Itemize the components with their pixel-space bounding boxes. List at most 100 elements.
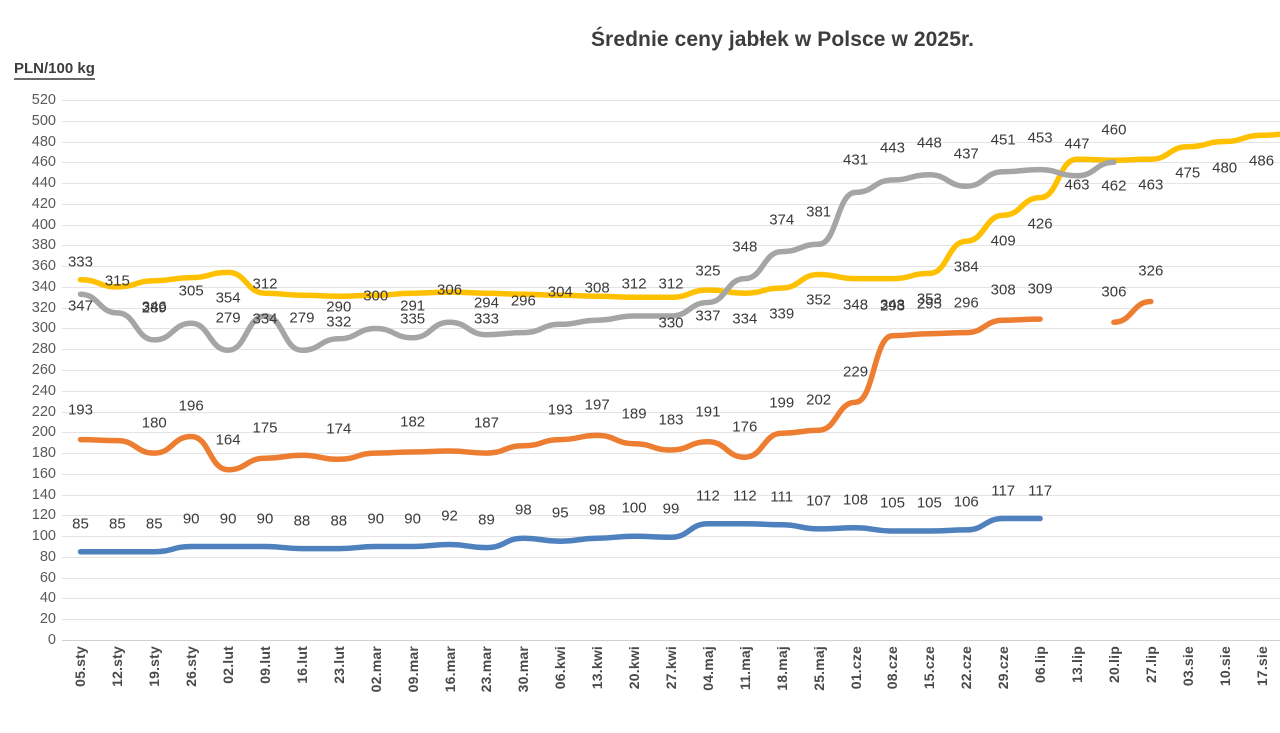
data-label: 294: [473, 294, 499, 312]
gridline: [62, 141, 1280, 143]
data-label: 333: [67, 253, 93, 271]
data-label: 463: [1064, 176, 1090, 194]
data-label: 348: [879, 296, 905, 314]
gridline: [62, 328, 1280, 330]
data-label: 187: [473, 414, 499, 432]
data-label: 462: [1101, 177, 1127, 195]
data-label: 447: [1064, 135, 1090, 153]
x-axis-tick-label: 30.mar: [515, 646, 532, 693]
data-label: 191: [695, 403, 721, 421]
data-label: 112: [732, 487, 757, 505]
data-label: 384: [953, 258, 979, 276]
gridline: [62, 224, 1280, 226]
data-label: 480: [1212, 159, 1238, 177]
y-axis-tick-label: 0: [47, 632, 56, 648]
y-axis-tick-label: 480: [31, 133, 56, 150]
data-label: 305: [178, 282, 204, 300]
data-label: 339: [769, 305, 795, 323]
data-label: 88: [330, 512, 348, 530]
data-label: 451: [990, 131, 1016, 149]
plot-area: 520 500 480 460 440 420 400 380 360 340 320 300 280 2…: [32, 93, 1280, 692]
data-label: 290: [326, 298, 352, 316]
gridline: [62, 266, 1280, 268]
gridline: [62, 515, 1280, 517]
data-label: 90: [182, 510, 200, 528]
data-label: 352: [806, 291, 832, 309]
data-label: 98: [515, 501, 532, 519]
gridline: [62, 411, 1280, 413]
x-axis-tick-label: 09.mar: [404, 646, 421, 693]
x-axis-tick-label: 17.sie: [1253, 646, 1270, 687]
x-axis-tick-label: 26.sty: [183, 646, 200, 687]
data-label: 289: [141, 299, 167, 317]
data-label: 333: [473, 310, 499, 328]
gridline: [62, 120, 1280, 122]
data-label: 85: [109, 515, 126, 533]
series-line-seria-pomaranczowa: [1111, 298, 1154, 325]
data-label: 306: [1101, 283, 1127, 301]
data-label: 348: [843, 296, 869, 314]
data-label: 100: [621, 499, 647, 517]
data-label: 431: [843, 151, 869, 169]
data-label: 409: [990, 232, 1016, 250]
x-axis-tick-label: 20.kwi: [626, 646, 643, 690]
data-label: 85: [145, 515, 163, 533]
x-axis-tick-label: 23.mar: [478, 646, 495, 693]
x-axis-tick-label: 25.maj: [810, 646, 827, 691]
data-label: 90: [256, 510, 274, 528]
x-axis-tick-label: 16.mar: [441, 646, 458, 693]
data-label: 304: [547, 283, 573, 301]
gridline: [62, 162, 1280, 164]
data-label: 99: [662, 500, 680, 518]
y-axis-tick-label: 200: [31, 424, 56, 441]
x-axis-tick-label: 13.kwi: [589, 646, 606, 690]
x-axis-tick-label: 27.lip: [1142, 646, 1159, 683]
y-axis-tick-label: 360: [31, 258, 56, 275]
data-label: 437: [953, 145, 979, 163]
data-label: 337: [695, 307, 721, 325]
data-label: 98: [588, 501, 606, 519]
data-label: 293: [879, 297, 905, 315]
x-axis-tick-label: 12.sty: [109, 646, 126, 687]
data-label: 306: [437, 281, 463, 299]
y-axis-title: PLN/100 kg: [14, 60, 95, 80]
data-label: 346: [141, 298, 167, 316]
data-label: 108: [843, 491, 869, 509]
data-label: 460: [1101, 121, 1127, 139]
y-axis-tick-label: 340: [31, 278, 56, 295]
data-label: 475: [1175, 164, 1201, 182]
x-axis-tick-label: 19.sty: [146, 646, 163, 687]
x-axis-tick-label: 09.lut: [257, 646, 273, 684]
data-label: 325: [695, 262, 721, 279]
y-axis-tick-label: 300: [31, 320, 56, 337]
data-label: 202: [806, 391, 832, 409]
y-axis-tick-label: 20: [39, 611, 56, 628]
series-line-seria-pomaranczowa: [77, 316, 1043, 473]
data-label: 183: [658, 411, 684, 429]
x-axis-tick-label: 10.sie: [1216, 646, 1233, 687]
series-line-seria-niebieska: [77, 515, 1043, 555]
data-label: 107: [806, 492, 832, 510]
data-label: 176: [732, 418, 758, 436]
data-label: 309: [1027, 280, 1053, 298]
gridline: [62, 577, 1280, 579]
data-label: 88: [293, 512, 311, 530]
data-label: 105: [879, 494, 905, 512]
x-axis-tick-label: 03.sie: [1179, 646, 1196, 687]
data-label: 312: [658, 275, 684, 293]
data-label: 112: [695, 487, 720, 505]
data-label: 92: [441, 507, 458, 525]
data-label: 279: [215, 309, 241, 327]
data-label: 453: [1027, 129, 1053, 147]
y-axis-tick-label: 380: [31, 237, 56, 254]
data-label: 426: [1027, 215, 1053, 233]
data-label: 348: [732, 238, 758, 256]
gridline: [62, 598, 1280, 600]
data-label: 89: [478, 511, 495, 529]
data-label: 174: [326, 420, 352, 438]
data-label: 117: [991, 482, 1016, 499]
y-axis-tick-label: 180: [31, 445, 56, 462]
data-label: 308: [584, 279, 610, 297]
gridline: [62, 473, 1280, 475]
y-axis-tick-label: 460: [31, 154, 56, 171]
